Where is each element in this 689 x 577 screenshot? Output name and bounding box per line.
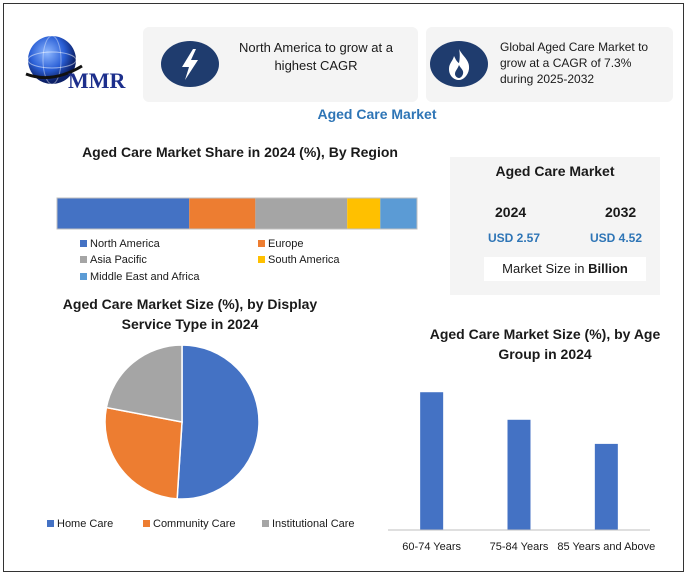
legend-swatch <box>258 239 265 247</box>
age-tick-label: 85 Years and Above <box>557 541 655 553</box>
year-2024: 2024 <box>495 204 527 220</box>
legend-item-home-care: Home Care <box>47 518 113 530</box>
summary-note-unit: Billion <box>588 261 628 276</box>
age-bar-60-74-years <box>420 392 444 530</box>
logo-text: MMR <box>68 68 126 93</box>
legend-label: Middle East and Africa <box>90 271 200 283</box>
legend-swatch <box>80 255 87 263</box>
value-2024: USD 2.57 <box>488 231 541 245</box>
legend-label: Institutional Care <box>272 518 355 530</box>
logo: MMR <box>22 30 137 100</box>
legend-label: North America <box>90 238 160 250</box>
market-summary-card: Aged Care Market 2024 2032 USD 2.57 USD … <box>450 157 660 295</box>
service-chart-title: Aged Care Market Size (%), by Display Se… <box>62 296 318 332</box>
callout-text: North America to grow at a highest CAGR <box>239 40 393 73</box>
legend-swatch <box>80 239 87 247</box>
legend-label: Home Care <box>57 518 114 530</box>
pie-slice-institutional-care <box>105 344 183 423</box>
age-bar-75-84-years <box>507 419 531 530</box>
legend-swatch <box>47 519 54 527</box>
legend-swatch <box>258 255 265 263</box>
legend-label: South America <box>268 254 340 266</box>
age-tick-label: 60-74 Years <box>402 541 461 553</box>
legend-item-europe: Europe <box>258 238 303 250</box>
pie-slice-community-care <box>104 406 183 500</box>
legend-item-community-care: Community Care <box>143 518 236 530</box>
globe-icon <box>25 35 83 85</box>
region-chart-title: Aged Care Market Share in 2024 (%), By R… <box>82 144 398 160</box>
region-segment-middle-east-and-africa <box>380 198 417 229</box>
value-2032: USD 4.52 <box>590 231 643 245</box>
legend-item-asia-pacific: Asia Pacific <box>80 254 147 266</box>
age-bar-chart: 60-74 Years 75-84 Years 85 Years and Above <box>388 392 655 553</box>
legend-item-south-america: South America <box>258 254 340 266</box>
callout-cagr-global: Global Aged Care Market to grow at a CAG… <box>426 27 673 102</box>
summary-title: Aged Care Market <box>495 163 615 179</box>
summary-note-prefix: Market Size in <box>502 261 589 276</box>
legend-item-institutional-care: Institutional Care <box>262 518 355 530</box>
region-segment-europe <box>189 198 256 229</box>
region-segment-north-america <box>57 198 190 229</box>
region-bar-outline <box>56 197 418 230</box>
callout-text: Global Aged Care Market to grow at a CAG… <box>500 40 649 86</box>
legend-item-middle-east-and-africa: Middle East and Africa <box>80 271 199 283</box>
service-pie-chart <box>104 344 260 500</box>
age-tick-label: 75-84 Years <box>490 541 549 553</box>
region-stacked-bar <box>56 197 418 230</box>
region-segment-south-america <box>347 198 381 229</box>
legend-label: Community Care <box>153 518 236 530</box>
legend-swatch <box>262 519 269 527</box>
age-bar-85-years-and-above <box>594 443 618 530</box>
legend-label: Asia Pacific <box>90 254 147 266</box>
legend-swatch <box>143 519 150 527</box>
page-title: Aged Care Market <box>317 106 437 122</box>
pie-slice-home-care <box>176 344 260 500</box>
legend-item-north-america: North America <box>80 238 160 250</box>
callout-cagr-region: North America to grow at a highest CAGR <box>143 27 418 102</box>
legend-label: Europe <box>268 238 304 250</box>
age-chart-title: Aged Care Market Size (%), by Age Group … <box>429 326 661 362</box>
region-segment-asia-pacific <box>255 198 348 229</box>
summary-note: Market Size in Billion <box>484 257 646 281</box>
legend-swatch <box>80 272 87 280</box>
flame-icon <box>430 41 488 87</box>
lightning-bolt-icon <box>161 41 219 87</box>
year-2032: 2032 <box>605 204 637 220</box>
